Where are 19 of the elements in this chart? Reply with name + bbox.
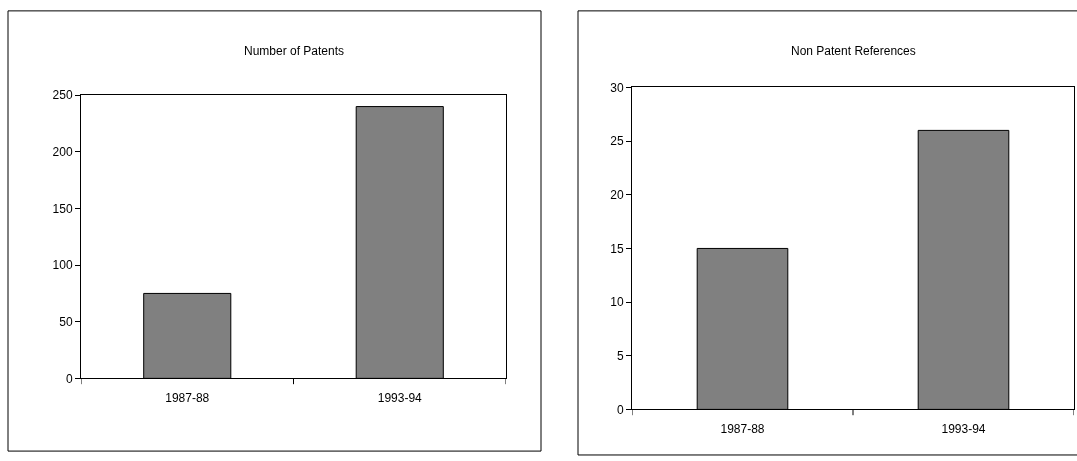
x-tick-label: 1993-94 xyxy=(377,390,423,405)
x-tick-label: 1987-88 xyxy=(720,421,765,436)
chart-title: Number of Patents xyxy=(244,44,345,58)
chart-title: Non Patent References xyxy=(791,44,916,58)
y-tick-label: 10 xyxy=(610,295,624,310)
y-tick-label: 200 xyxy=(52,145,73,160)
y-tick-label: 15 xyxy=(610,241,624,256)
y-tick-label: 0 xyxy=(616,402,624,417)
y-tick-label: 250 xyxy=(52,88,73,103)
x-tick-label: 1993-94 xyxy=(941,421,986,436)
x-tick-label: 1987-88 xyxy=(165,390,210,405)
y-tick-label: 5 xyxy=(616,348,624,363)
y-tick-label: 0 xyxy=(65,371,73,386)
y-tick-label: 100 xyxy=(52,258,73,273)
y-tick-label: 30 xyxy=(610,80,624,95)
y-tick-label: 50 xyxy=(59,314,73,329)
y-tick-label: 25 xyxy=(610,134,624,149)
y-tick-label: 150 xyxy=(52,201,73,216)
y-tick-label: 20 xyxy=(610,187,624,202)
